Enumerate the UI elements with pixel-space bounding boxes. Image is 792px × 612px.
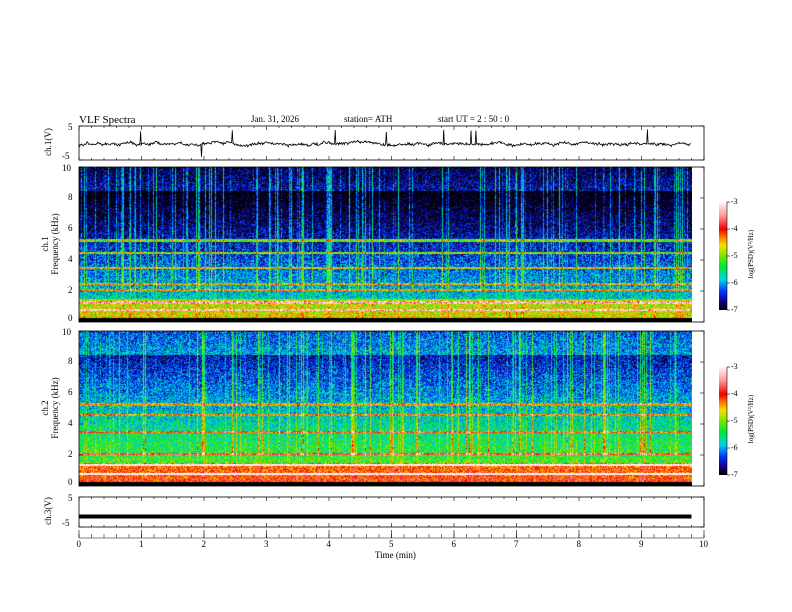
colorbar-tick-label: -7 <box>731 305 738 314</box>
ch2-spec-ylabel-freq: Frequency (kHz) <box>50 377 60 439</box>
y-tick-label: 10 <box>62 327 71 337</box>
y-tick-label: 8 <box>68 192 73 202</box>
colorbar-tick-label: -7 <box>731 470 738 479</box>
ch1-waveform-line <box>78 129 692 157</box>
x-tick-label: 8 <box>576 539 582 549</box>
colorbar-tick-label: -5 <box>731 416 738 425</box>
x-tick-label: 0 <box>76 539 82 549</box>
station-label: station= ATH <box>344 114 393 124</box>
x-tick-label: 3 <box>264 539 269 549</box>
y-tick-label: -5 <box>62 151 70 161</box>
colorbar-tick-label: -3 <box>731 197 738 206</box>
y-tick-label: 4 <box>68 254 73 264</box>
x-tick-label: 6 <box>451 539 457 549</box>
x-tick-label: 9 <box>639 539 644 549</box>
colorbar-tick-label: -4 <box>731 389 738 398</box>
x-tick-label: 2 <box>201 539 207 549</box>
ch1-colorbar <box>719 202 727 310</box>
colorbar-tick-label: -4 <box>731 224 738 233</box>
ch2-spectrogram <box>79 331 692 486</box>
y-tick-label: 8 <box>68 356 73 366</box>
x-tick-label: 10 <box>699 539 708 549</box>
date-label: Jan. 31, 2026 <box>251 114 299 124</box>
y-tick-label: 10 <box>62 163 71 173</box>
ch2-colorbar <box>719 367 727 475</box>
colorbar-tick-label: -5 <box>731 251 738 260</box>
ch2-colorbar-label: log(PSD)(V²/Hz) <box>747 394 755 444</box>
y-tick-label: 5 <box>68 493 73 503</box>
colorbar-tick-label: -3 <box>731 362 738 371</box>
y-tick-label: 6 <box>68 223 73 233</box>
x-tick-label: 7 <box>514 539 519 549</box>
ch1-ylabel: ch.1(V) <box>43 128 53 156</box>
ch1-colorbar-label: log(PSD)(V²/Hz) <box>747 229 755 279</box>
x-axis-label: Time (min) <box>375 550 416 560</box>
colorbar-tick-label: -6 <box>731 278 738 287</box>
x-tick-label: 5 <box>389 539 394 549</box>
ch2-spec-ylabel-ch: ch.2 <box>40 400 50 416</box>
x-tick-label: 1 <box>139 539 144 549</box>
y-tick-label: 6 <box>68 387 73 397</box>
start-time-label: start UT = 2 : 50 : 0 <box>438 114 510 124</box>
y-tick-label: 0 <box>68 477 73 487</box>
ch1-spec-ylabel-ch: ch.1 <box>40 236 50 252</box>
colorbar-tick-label: -6 <box>731 443 738 452</box>
ch1-spectrogram <box>79 167 692 322</box>
ch1-spec-ylabel-freq: Frequency (kHz) <box>50 213 60 275</box>
figure-title: VLF Spectra <box>79 114 136 126</box>
ch2-spec-ylabel: ch.2 Frequency (kHz) <box>40 368 60 448</box>
x-tick-label: 4 <box>326 539 332 549</box>
panel-2-frame <box>78 330 705 487</box>
ch1-spec-ylabel: ch.1 Frequency (kHz) <box>40 204 60 284</box>
y-tick-label: 0 <box>68 313 73 323</box>
y-tick-label: 4 <box>68 418 73 428</box>
panel-1-frame <box>78 166 705 323</box>
ch3-ylabel: ch.3(V) <box>43 497 53 525</box>
panel-3-frame <box>78 496 705 528</box>
y-tick-label: 2 <box>68 285 73 295</box>
y-tick-label: 2 <box>68 449 73 459</box>
y-tick-label: -5 <box>62 518 70 528</box>
y-tick-label: 5 <box>68 122 73 132</box>
